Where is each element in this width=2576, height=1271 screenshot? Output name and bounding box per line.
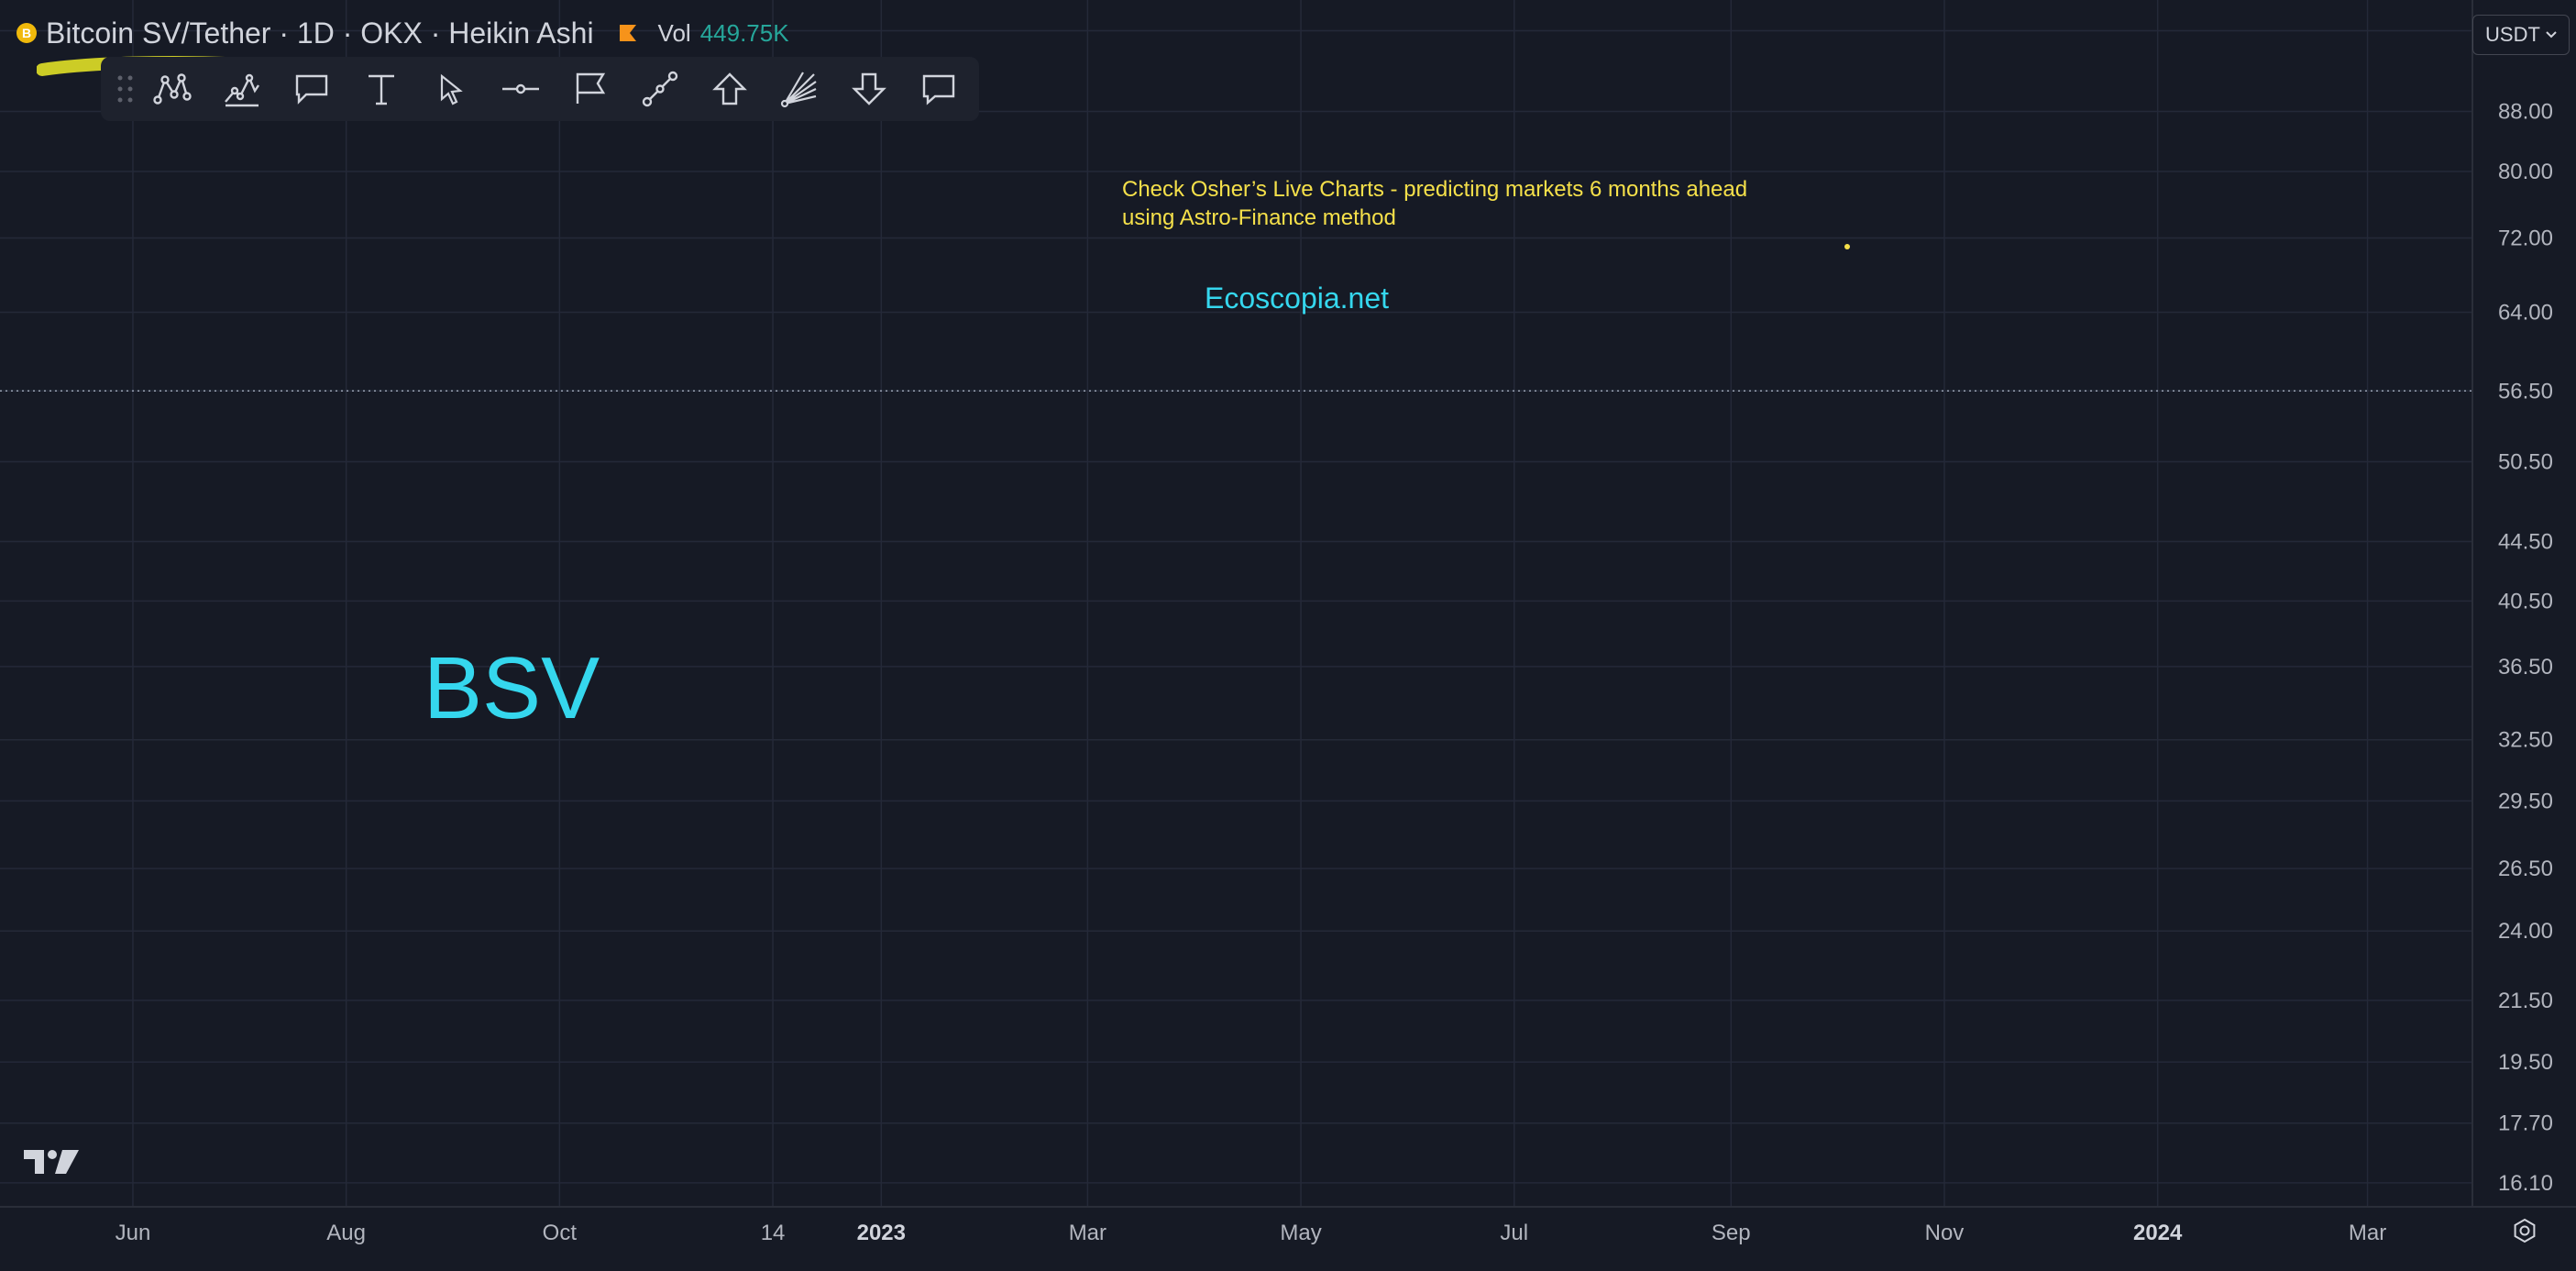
cursor-tool-button[interactable] [424,61,479,116]
time-tick-label: Jun [116,1221,151,1245]
chevron-down-icon [2546,31,2557,39]
marker-dot [1844,244,1850,249]
price-tick-label: 19.50 [2498,1050,2553,1075]
arrow-up-icon [712,72,747,105]
arrow-up-tool-button[interactable] [702,61,757,116]
currency-label: USDT [2485,23,2540,46]
promo-line-1: Check Osher’s Live Charts - predicting m… [1122,177,1747,202]
price-tick-label: 56.50 [2498,379,2553,403]
flag-icon[interactable] [618,23,638,43]
price-tick-label: 72.00 [2498,227,2553,251]
arrow-down-tool-button[interactable] [842,61,897,116]
time-tick-label: 2023 [857,1221,906,1245]
price-tick-label: 44.50 [2498,530,2553,555]
price-tick-label: 21.50 [2498,989,2553,1013]
fib-fan-icon [780,72,817,108]
horizontal-ray-icon [502,83,539,94]
fib-fan-tool-button[interactable] [772,61,827,116]
price-tick-label: 32.50 [2498,728,2553,753]
grip-icon[interactable] [112,71,139,107]
text-icon [369,74,394,105]
price-tick-label: 16.10 [2498,1171,2553,1196]
time-tick-label: Nov [1925,1221,1965,1245]
price-tick-label: 40.50 [2498,589,2553,613]
tradingview-logo-icon[interactable] [22,1146,81,1177]
callout-icon [295,74,328,105]
flag-tool-button[interactable] [563,61,618,116]
time-tick-label: 14 [761,1221,786,1245]
promo-line-2: using Astro-Finance method [1122,205,1396,230]
pattern-tool-button[interactable] [145,61,200,116]
price-tick-label: 26.50 [2498,857,2553,881]
ticker-label: BSV [424,639,600,737]
time-tick-label: Aug [326,1221,366,1245]
currency-select[interactable]: USDT [2472,15,2570,55]
time-tick-label: 2024 [2133,1221,2183,1245]
price-axis[interactable]: 100.0088.0080.0072.0064.0056.5050.5044.5… [2486,19,2553,1196]
time-axis[interactable]: Jun Aug Oct 14 2023 Mar May Jul Sep Nov 2024 Mar [116,1221,2387,1245]
trend-line-icon [642,71,678,107]
price-tick-label: 36.50 [2498,655,2553,680]
elliott-wave-icon [225,73,259,107]
horizontal-ray-tool-button[interactable] [493,61,548,116]
symbol-header[interactable]: B Bitcoin SV/Tether · 1D · OKX · Heikin … [17,13,789,53]
price-tick-label: 29.50 [2498,789,2553,813]
price-tick-label: 17.70 [2498,1111,2553,1136]
grid-lines [0,0,2472,1207]
time-tick-label: Oct [543,1221,578,1245]
comment-tool-button[interactable] [911,61,966,116]
time-tick-label: Jul [1500,1221,1528,1245]
site-label: Ecoscopia.net [1205,282,1389,315]
callout-tool-button[interactable] [284,61,339,116]
price-tick-label: 64.00 [2498,301,2553,326]
elliott-wave-tool-button[interactable] [215,61,270,116]
price-tick-label: 88.00 [2498,99,2553,124]
drawing-toolbar [101,57,979,121]
trend-line-tool-button[interactable] [633,61,688,116]
gear-icon [2514,1218,2536,1243]
bitcoin-sv-icon: B [17,23,37,43]
time-tick-label: Sep [1712,1221,1751,1245]
volume-label: Vol [657,18,691,47]
pattern-icon [153,73,192,105]
time-tick-label: Mar [1069,1221,1106,1245]
comment-icon [922,74,955,105]
time-tick-label: Mar [2349,1221,2386,1245]
time-tick-label: May [1280,1221,1321,1245]
price-tick-label: 80.00 [2498,160,2553,184]
cursor-arrow-icon [440,73,463,105]
arrow-down-icon [852,72,886,105]
flag-mark-icon [576,72,606,104]
text-tool-button[interactable] [354,61,409,116]
price-tick-label: 24.00 [2498,919,2553,944]
chart-settings-button[interactable] [2506,1212,2543,1249]
volume-value: 449.75K [699,18,789,47]
symbol-title[interactable]: Bitcoin SV/Tether · 1D · OKX · Heikin As… [46,16,594,50]
price-tick-label: 50.50 [2498,450,2553,475]
